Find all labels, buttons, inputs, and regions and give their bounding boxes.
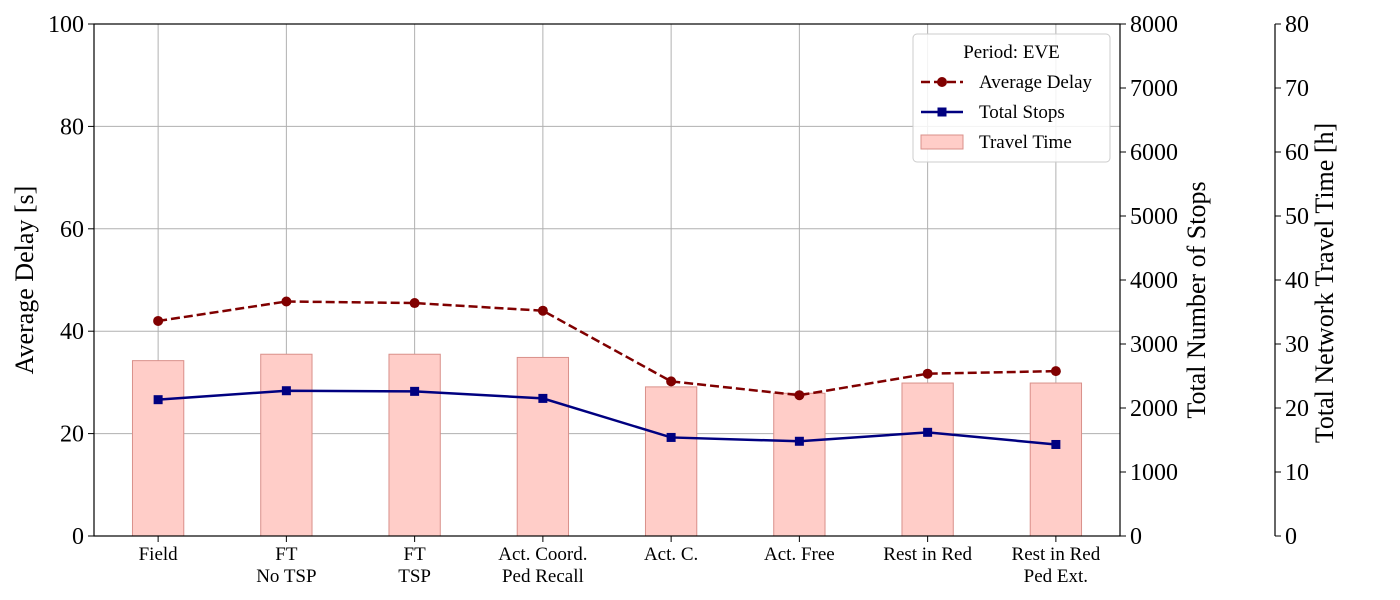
x-axis-tick-label: FT xyxy=(404,544,427,565)
x-axis-tick-label: Act. C. xyxy=(644,544,698,565)
x-axis-tick-label: Rest in Red xyxy=(883,544,972,565)
outer-axis-tick-label: 10 xyxy=(1285,460,1309,486)
x-axis-tick-label: Rest in Red xyxy=(1012,544,1101,565)
series-line-average-delay xyxy=(157,300,1056,397)
bar-travel-time xyxy=(260,353,313,537)
point-average-delay xyxy=(153,315,164,326)
right-axis-tick-label: 5000 xyxy=(1130,204,1178,230)
legend-title: Period: EVE xyxy=(963,42,1060,63)
left-axis-tick-label: 100 xyxy=(48,12,84,38)
x-axis-tick-label: Act. Coord. xyxy=(498,544,587,565)
outer-axis-tick-label: 50 xyxy=(1285,204,1309,230)
lines-layer xyxy=(153,296,1061,449)
point-average-delay xyxy=(281,296,292,307)
point-total-stops xyxy=(666,432,676,442)
legend-entry-label: Average Delay xyxy=(979,72,1093,93)
left-axis-tick-label: 40 xyxy=(60,319,84,345)
outer-axis-tick-label: 0 xyxy=(1285,524,1297,550)
right-axis-tick-label: 2000 xyxy=(1130,396,1178,422)
series-line-total-stops xyxy=(158,389,1056,446)
left-axis-tick-label: 0 xyxy=(72,524,84,550)
point-total-stops xyxy=(153,395,163,405)
bar-travel-time xyxy=(901,382,954,537)
point-average-delay xyxy=(666,376,677,387)
point-average-delay xyxy=(794,390,805,401)
left-axis-tick-label: 20 xyxy=(60,422,84,448)
point-total-stops xyxy=(410,386,420,396)
point-average-delay xyxy=(1050,366,1061,377)
x-axis-tick-label: Field xyxy=(139,544,179,565)
bar-travel-time xyxy=(773,392,826,537)
right-axis-tick-label: 7000 xyxy=(1130,76,1178,102)
x-axis-tick-label: Act. Free xyxy=(764,544,835,565)
point-average-delay xyxy=(922,368,933,379)
right-axis-tick-label: 0 xyxy=(1130,524,1142,550)
outer-axis-tick-label: 40 xyxy=(1285,268,1309,294)
right-axis-tick-label: 1000 xyxy=(1130,460,1178,486)
outer-axis-tick-label: 30 xyxy=(1285,332,1309,358)
left-axis-label: Average Delay [s] xyxy=(10,186,39,375)
x-axis-tick-label: FT xyxy=(275,544,298,565)
point-total-stops xyxy=(923,427,933,437)
x-axis-tick-label: Ped Recall xyxy=(502,566,584,587)
outer-axis-tick-label: 60 xyxy=(1285,140,1309,166)
legend-entry-label: Travel Time xyxy=(979,132,1072,153)
legend-marker-square xyxy=(937,107,947,117)
legend-entry-label: Total Stops xyxy=(979,102,1065,123)
right-axis-tick-label: 6000 xyxy=(1130,140,1178,166)
point-average-delay xyxy=(537,305,548,316)
right-axis-tick-label: 4000 xyxy=(1130,268,1178,294)
legend-marker-circle xyxy=(937,77,947,87)
legend-bar-swatch xyxy=(920,134,964,150)
bar-travel-time xyxy=(131,360,185,537)
x-axis-tick-label: TSP xyxy=(398,566,431,587)
right-axis-tick-label: 8000 xyxy=(1130,12,1178,38)
right-axis-label: Total Number of Stops xyxy=(1182,181,1211,418)
bars-layer xyxy=(131,353,1083,537)
x-axis-tick-label: No TSP xyxy=(256,566,316,587)
bar-travel-time xyxy=(1029,382,1083,537)
bar-travel-time xyxy=(516,356,570,537)
legend: Period: EVE Average Delay Total Stops Trave… xyxy=(912,33,1111,163)
x-axis-tick-label: Ped Ext. xyxy=(1024,566,1088,587)
point-total-stops xyxy=(538,393,548,403)
legend-box xyxy=(912,33,1111,163)
bar-travel-time xyxy=(388,353,441,537)
point-total-stops xyxy=(794,436,804,446)
outer-axis-tick-label: 20 xyxy=(1285,396,1309,422)
left-axis-tick-label: 80 xyxy=(60,114,84,140)
point-total-stops xyxy=(1051,439,1061,449)
outer-axis-tick-label: 70 xyxy=(1285,76,1309,102)
point-average-delay xyxy=(409,298,420,309)
right-axis-tick-label: 3000 xyxy=(1130,332,1178,358)
outer-axis-tick-label: 80 xyxy=(1285,12,1309,38)
outer-axis-label: Total Network Travel Time [h] xyxy=(1310,123,1339,443)
point-total-stops xyxy=(281,386,291,396)
left-axis-tick-label: 60 xyxy=(60,217,84,243)
bar-travel-time xyxy=(644,386,698,537)
